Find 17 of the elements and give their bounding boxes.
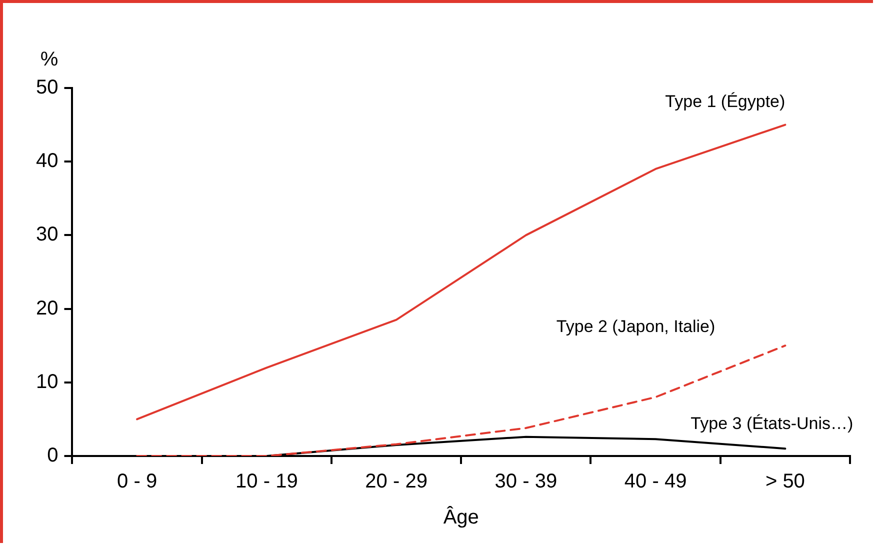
y-tick-label: 20 <box>36 297 58 320</box>
series-label: Type 3 (États-Unis…) <box>690 414 854 433</box>
x-axis-title: Âge <box>443 506 479 529</box>
y-axis-title: % <box>40 48 58 71</box>
y-tick-label: 0 <box>47 444 58 467</box>
x-tick-label: 10 - 19 <box>236 470 298 493</box>
x-tick-label: > 50 <box>765 470 805 493</box>
y-tick-label: 30 <box>36 224 58 246</box>
x-tick-label: 40 - 49 <box>624 470 687 493</box>
series-label: Type 1 (Égypte) <box>665 92 786 111</box>
y-tick-label: 40 <box>36 150 58 172</box>
x-tick-label: 0 - 9 <box>117 470 158 493</box>
text: Type 2 (Japon, Italie) <box>556 316 716 336</box>
y-tick-label: 50 <box>36 76 58 99</box>
y-tick-label: 10 <box>36 370 58 393</box>
x-tick-label: 20 - 29 <box>365 470 428 493</box>
x-tick-label: 30 - 39 <box>494 470 558 493</box>
